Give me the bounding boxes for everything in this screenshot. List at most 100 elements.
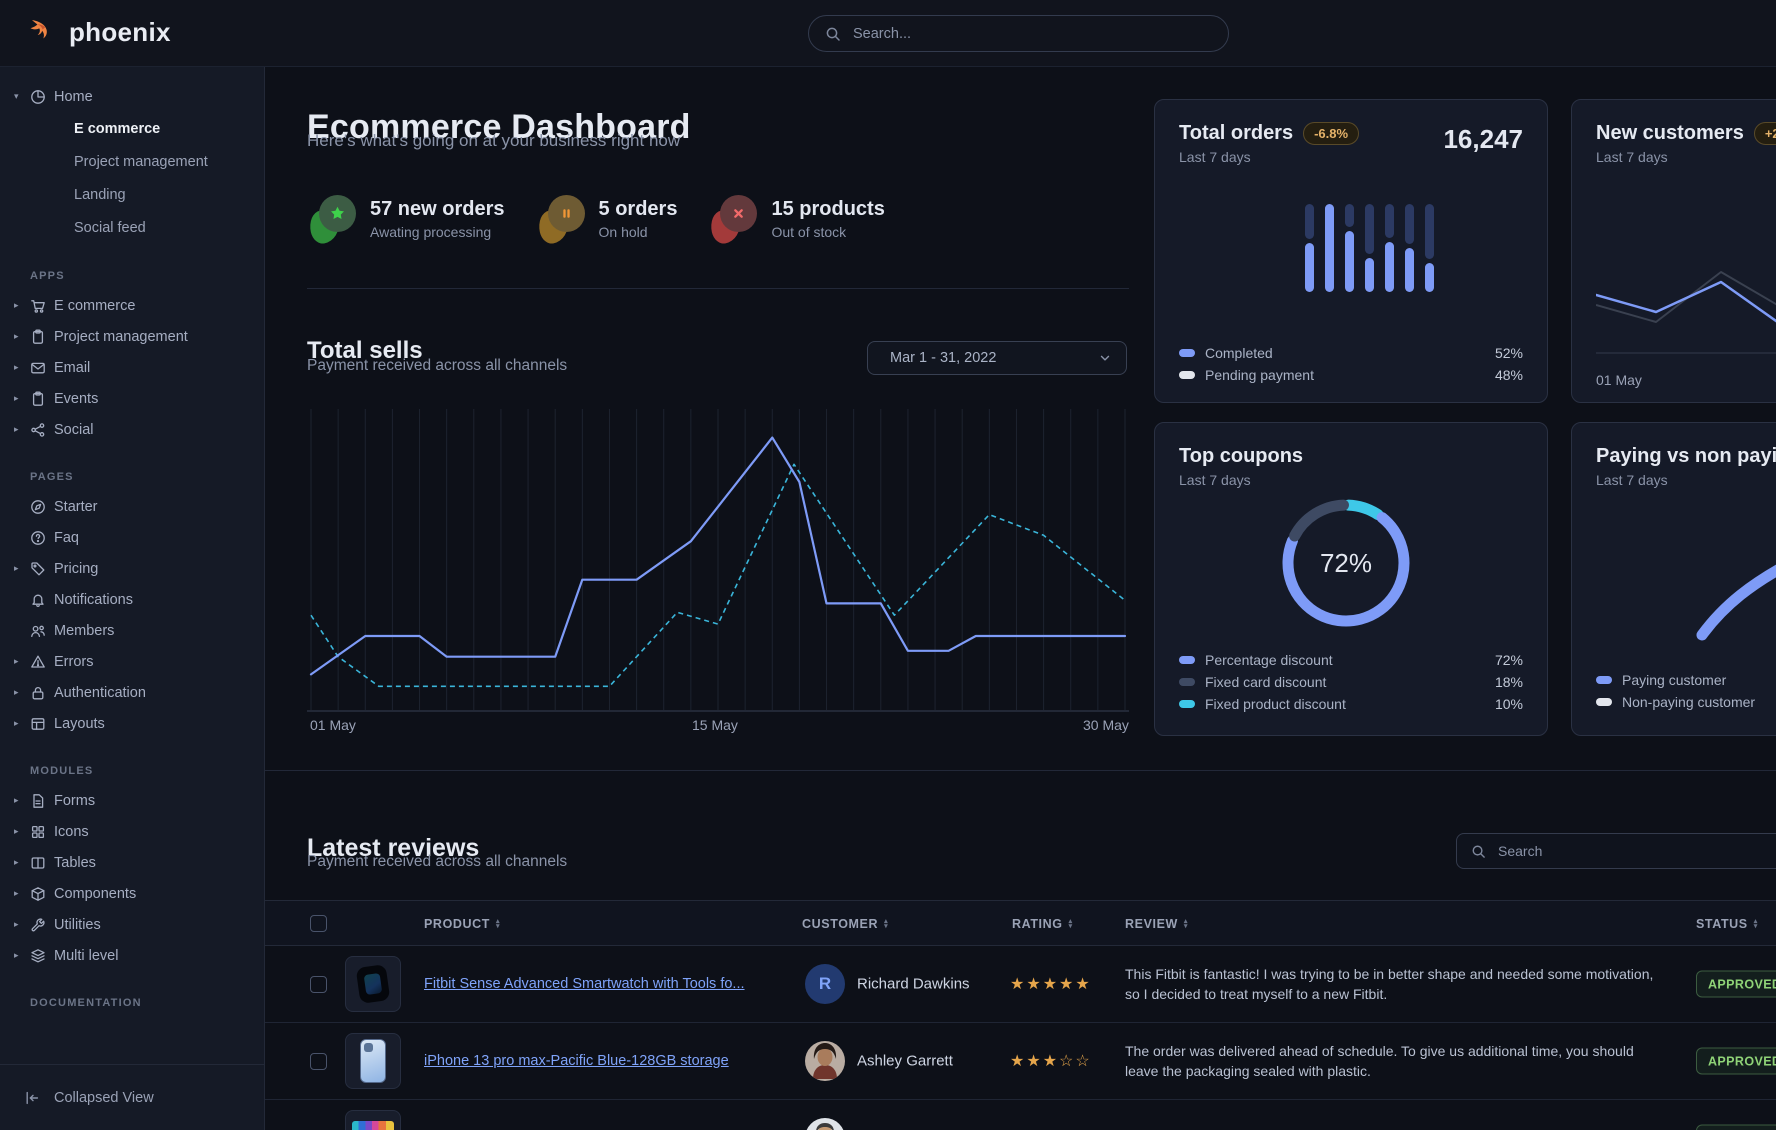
- sidebar-subitem-project-management[interactable]: Project management: [74, 153, 208, 170]
- latest-reviews-subtitle: Payment received across all channels: [307, 853, 568, 870]
- card-title: Paying vs non paying: [1596, 445, 1776, 467]
- date-range-select[interactable]: Mar 1 - 31, 2022: [867, 341, 1127, 375]
- sidebar-item-components[interactable]: ▸ Components: [14, 885, 137, 902]
- layers-icon: [31, 948, 45, 962]
- sidebar-item-starter[interactable]: Starter: [14, 491, 252, 522]
- sidebar-item-utilities[interactable]: ▸ Utilities: [14, 916, 101, 933]
- sidebar-item-social[interactable]: ▸ Social: [14, 421, 94, 438]
- collapsed-view-button[interactable]: Collapsed View: [0, 1064, 264, 1130]
- legend-label: Pending payment: [1205, 367, 1314, 383]
- compass-icon: [31, 499, 45, 514]
- status-badge: APPROVED ✓: [1696, 1047, 1776, 1075]
- caret-right-icon: ▸: [14, 656, 19, 666]
- caret-right-icon: ▸: [14, 795, 19, 805]
- page-title: Ecommerce Dashboard: [307, 107, 691, 146]
- star-icon: [306, 195, 356, 246]
- help-icon: [31, 530, 45, 545]
- caret-right-icon: ▸: [14, 888, 19, 898]
- legend-label: Fixed card discount: [1205, 674, 1327, 690]
- xmark-icon: [708, 195, 758, 246]
- xmark-icon: [734, 209, 744, 218]
- column-header-review[interactable]: REVIEW ▴ ▾: [1125, 917, 1189, 931]
- wrench-icon: [31, 917, 45, 931]
- legend-row: Fixed product discount 10%: [1179, 693, 1523, 715]
- product-link[interactable]: iPhone 13 pro max-Pacific Blue-128GB sto…: [424, 1053, 729, 1069]
- sort-icon: ▴ ▾: [884, 918, 889, 930]
- total-sells-subtitle: Payment received across all channels: [307, 357, 568, 374]
- select-all-checkbox[interactable]: [310, 915, 327, 932]
- sidebar-item-notifications[interactable]: Notifications: [14, 584, 252, 615]
- new-customers-card: New customers +26.5% Last 7 days 01 May: [1571, 99, 1776, 403]
- sidebar-item-email[interactable]: ▸ Email: [14, 359, 91, 376]
- stat-item: 57 new orders Awating processing: [306, 195, 505, 246]
- sidebar-item-pricing[interactable]: ▸ Pricing: [14, 560, 99, 577]
- row-checkbox[interactable]: [310, 976, 327, 993]
- stat-item: 15 products Out of stock: [708, 195, 885, 246]
- rating-stars: ★★★☆☆: [1010, 1053, 1092, 1070]
- sidebar-item-events[interactable]: ▸ Events: [14, 390, 99, 407]
- column-header-rating[interactable]: RATING ▴ ▾: [1012, 917, 1073, 931]
- sidebar-item-members[interactable]: Members: [14, 615, 252, 646]
- reviews-search-input[interactable]: [1496, 842, 1776, 860]
- column-header-product[interactable]: PRODUCT ▴ ▾: [424, 917, 501, 931]
- sidebar-item-project-management[interactable]: ▸ Project management: [14, 328, 188, 345]
- sidebar-item-tables[interactable]: ▸ Tables: [14, 854, 96, 871]
- search-icon: [826, 27, 840, 41]
- caret-right-icon: ▸: [14, 424, 19, 434]
- status-badge: APPROVED ✓: [1696, 970, 1776, 998]
- table-row: It's a Mac, after all. Once you've gone …: [265, 1100, 1776, 1130]
- stacked-bar: [1325, 204, 1334, 294]
- file-icon: [33, 793, 44, 808]
- sidebar-subitem-e-commerce[interactable]: E commerce: [74, 120, 161, 137]
- star-icon: [331, 206, 344, 220]
- sidebar-item-home[interactable]: ▾ Home: [14, 88, 93, 105]
- sidebar-item-icons[interactable]: ▸ Icons: [14, 823, 89, 840]
- caret-right-icon: ▸: [14, 950, 19, 960]
- card-title: Top coupons: [1179, 445, 1304, 467]
- sidebar-subitem-social-feed[interactable]: Social feed: [74, 219, 146, 236]
- navbar-search[interactable]: [808, 15, 1229, 52]
- sidebar-item-errors[interactable]: ▸ Errors: [14, 653, 94, 670]
- pause-icon: [562, 209, 570, 218]
- new-customers-chart: [1596, 271, 1776, 354]
- stat-subtitle: Awating processing: [370, 224, 492, 240]
- coupons-donut-chart: 72%: [1266, 483, 1426, 643]
- users-icon: [31, 625, 45, 637]
- caret-right-icon: ▸: [14, 826, 19, 836]
- reviews-table-header: PRODUCT ▴ ▾ CUSTOMER ▴ ▾ RATING ▴ ▾ REVIEW ▴ ▾ STATU…: [265, 900, 1776, 946]
- paying-card: Paying vs non paying Last 7 days Paying …: [1571, 422, 1776, 736]
- legend-swatch: [1179, 656, 1195, 664]
- legend-value: 48%: [1494, 367, 1523, 383]
- logo[interactable]: phoenix: [27, 16, 171, 48]
- caret-right-icon: ▸: [14, 331, 19, 341]
- stacked-bar: [1345, 204, 1354, 294]
- caret-down-icon: ▾: [14, 91, 19, 101]
- stat-title: 57 new orders: [370, 198, 505, 220]
- orders-legend: Completed 52% Pending payment 48%: [1179, 342, 1523, 386]
- reviews-search[interactable]: [1456, 833, 1776, 869]
- collapsed-view-label: Collapsed View: [54, 1089, 154, 1106]
- navbar-search-input[interactable]: [851, 24, 1212, 43]
- page-subtitle: Here's what's going on at your business …: [307, 131, 681, 150]
- legend-row: Pending payment 48%: [1179, 364, 1523, 386]
- sidebar-item-layouts[interactable]: ▸ Layouts: [14, 715, 105, 732]
- column-header-status[interactable]: STATUS ▴ ▾: [1696, 917, 1758, 931]
- paying-donut-chart: [1696, 564, 1776, 641]
- sidebar-item-e-commerce[interactable]: ▸ E commerce: [14, 297, 136, 314]
- caret-right-icon: ▸: [14, 857, 19, 867]
- sidebar-section-label: MODULES: [30, 765, 94, 777]
- donut-center-value: 72%: [1319, 547, 1373, 578]
- bell-icon: [32, 594, 44, 607]
- sidebar-item-faq[interactable]: Faq: [14, 522, 252, 553]
- sidebar-item-multi-level[interactable]: ▸ Multi level: [14, 947, 119, 964]
- sidebar-item-forms[interactable]: ▸ Forms: [14, 792, 96, 809]
- product-link[interactable]: Fitbit Sense Advanced Smartwatch with To…: [424, 976, 745, 992]
- sidebar-item-authentication[interactable]: ▸ Authentication: [14, 684, 146, 701]
- x-axis-label: 01 May: [310, 717, 356, 733]
- column-header-customer[interactable]: CUSTOMER ▴ ▾: [802, 917, 889, 931]
- stacked-bar: [1405, 204, 1414, 294]
- sidebar-subitem-landing[interactable]: Landing: [74, 186, 126, 203]
- row-checkbox[interactable]: [310, 1053, 327, 1070]
- navbar: phoenix: [0, 0, 1776, 67]
